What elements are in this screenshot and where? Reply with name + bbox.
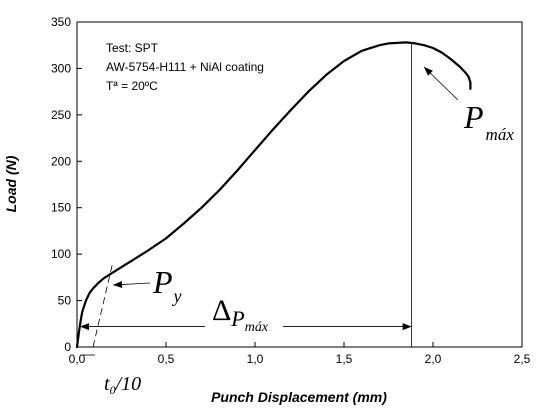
info-line-test: Test: SPT [106, 41, 159, 55]
x-tick-label: 2,0 [425, 352, 442, 366]
y-tick-label: 200 [51, 154, 71, 168]
t0-over-10-label: t0/10 [104, 373, 141, 397]
guide-lines [83, 43, 413, 356]
y-tick-label: 150 [51, 201, 71, 215]
info-line-temperature: Tª = 20ºC [106, 79, 158, 93]
plot-frame [76, 21, 523, 348]
x-axis-title: Punch Displacement (mm) [211, 389, 387, 405]
pmax-arrow-head [424, 67, 433, 76]
delta-pmax-label: ΔPmáx [212, 294, 269, 335]
x-tick-label: 0,0 [69, 352, 86, 366]
offset-dashed-line [92, 263, 113, 348]
y-tick-label: 350 [51, 15, 71, 29]
y-axis-title: Load (N) [3, 155, 19, 212]
load-curve [75, 41, 472, 349]
y-tick-label: 50 [58, 294, 72, 308]
x-tick-label: 1,5 [336, 352, 353, 366]
x-tick-label: 0,5 [158, 352, 175, 366]
x-axis-ticks: 0,0 0,5 1,0 1,5 2,0 2,5 [69, 342, 531, 366]
x-tick-label: 2,5 [514, 352, 531, 366]
py-label: Py [152, 264, 182, 306]
plot-area-border [76, 21, 523, 348]
x-tick-label: 1,0 [247, 352, 264, 366]
delta-arrow-left-head [80, 323, 89, 331]
info-line-material: AW-5754-H111 + NiAl coating [106, 60, 264, 74]
y-tick-label: 0 [64, 340, 71, 354]
y-tick-label: 100 [51, 247, 71, 261]
y-tick-label: 250 [51, 108, 71, 122]
delta-arrow-right-head [402, 323, 412, 331]
y-tick-label: 300 [51, 61, 71, 75]
py-arrow-head [113, 281, 123, 289]
y-axis-ticks: 0 50 100 150 200 250 300 350 [51, 15, 82, 354]
info-box: Test: SPT AW-5754-H111 + NiAl coating Tª… [106, 41, 264, 93]
